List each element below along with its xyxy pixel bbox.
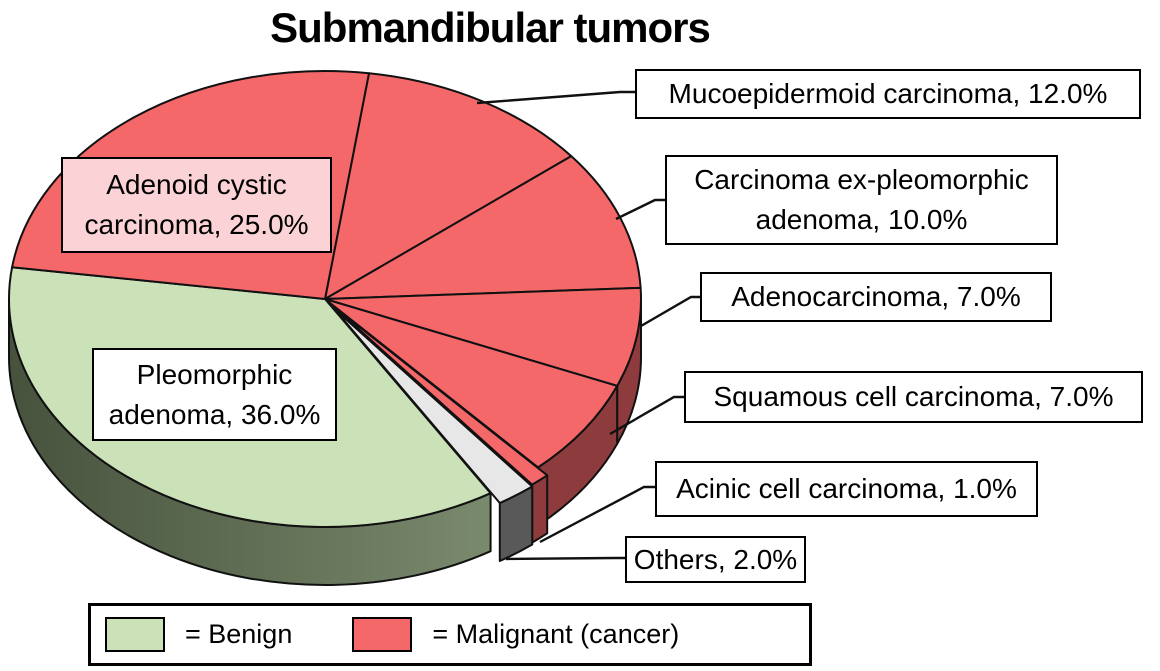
pie-slice-mucoepidermoid-carcinoma: [324, 72, 573, 300]
leader-line-squamous: [609, 395, 684, 436]
callout-others: Others, 2.0%: [625, 536, 806, 583]
pie-slice-acinic-cell-carcinoma: [333, 305, 549, 486]
leader-line-adenocarcinoma: [640, 295, 700, 328]
callout-acinic-label: Acinic cell carcinoma, 1.0%: [676, 473, 1017, 505]
callout-squamous-label: Squamous cell carcinoma, 7.0%: [713, 381, 1114, 413]
pie-side-acinic-cell-carcinoma: [531, 474, 549, 544]
label-pleomorphic-line1: Pleomorphic: [136, 358, 293, 390]
pie-slice-squamous-cell-carcinoma: [324, 298, 619, 469]
callout-acinic: Acinic cell carcinoma, 1.0%: [655, 461, 1038, 517]
callout-mucoepidermoid: Mucoepidermoid carcinoma, 12.0%: [635, 69, 1141, 119]
label-pleomorphic-line2: adenoma, 36.0%: [108, 398, 321, 430]
leader-line-others: [505, 556, 625, 561]
callout-carcinoma-ex-line2: adenoma, 10.0%: [755, 204, 968, 235]
label-adenoid-cystic: Adenoid cystic carcinoma, 25.0%: [61, 157, 332, 253]
label-pleomorphic: Pleomorphic adenoma, 36.0%: [92, 348, 337, 441]
legend-malignant-swatch: [352, 617, 413, 652]
callout-mucoepidermoid-label: Mucoepidermoid carcinoma, 12.0%: [668, 78, 1108, 110]
pie-slice-others: [333, 307, 534, 504]
leader-line-carcinoma-ex: [615, 198, 665, 221]
pie-slice-adenocarcinoma: [324, 286, 642, 387]
callout-adenocarcinoma-label: Adenocarcinoma, 7.0%: [731, 281, 1021, 313]
chart-title: Submandibular tumors: [270, 4, 711, 51]
callout-carcinoma-ex-line1: Carcinoma ex-pleomorphic: [694, 164, 1029, 196]
callout-others-label: Others, 2.0%: [633, 543, 798, 575]
label-adenoid-cystic-line2: carcinoma, 25.0%: [84, 209, 309, 240]
legend: = Benign = Malignant (cancer): [88, 603, 812, 666]
leader-line-acinic: [539, 485, 655, 544]
leader-line-mucoepidermoid: [476, 90, 635, 105]
callout-adenocarcinoma: Adenocarcinoma, 7.0%: [700, 272, 1052, 322]
callout-carcinoma-ex: Carcinoma ex-pleomorphic adenoma, 10.0%: [665, 155, 1058, 245]
legend-benign-label: = Benign: [185, 619, 293, 649]
legend-malignant-label: = Malignant (cancer): [432, 619, 680, 649]
legend-benign-swatch: [105, 617, 165, 652]
label-adenoid-cystic-line1: Adenoid cystic: [106, 169, 287, 201]
callout-squamous: Squamous cell carcinoma, 7.0%: [684, 371, 1143, 423]
